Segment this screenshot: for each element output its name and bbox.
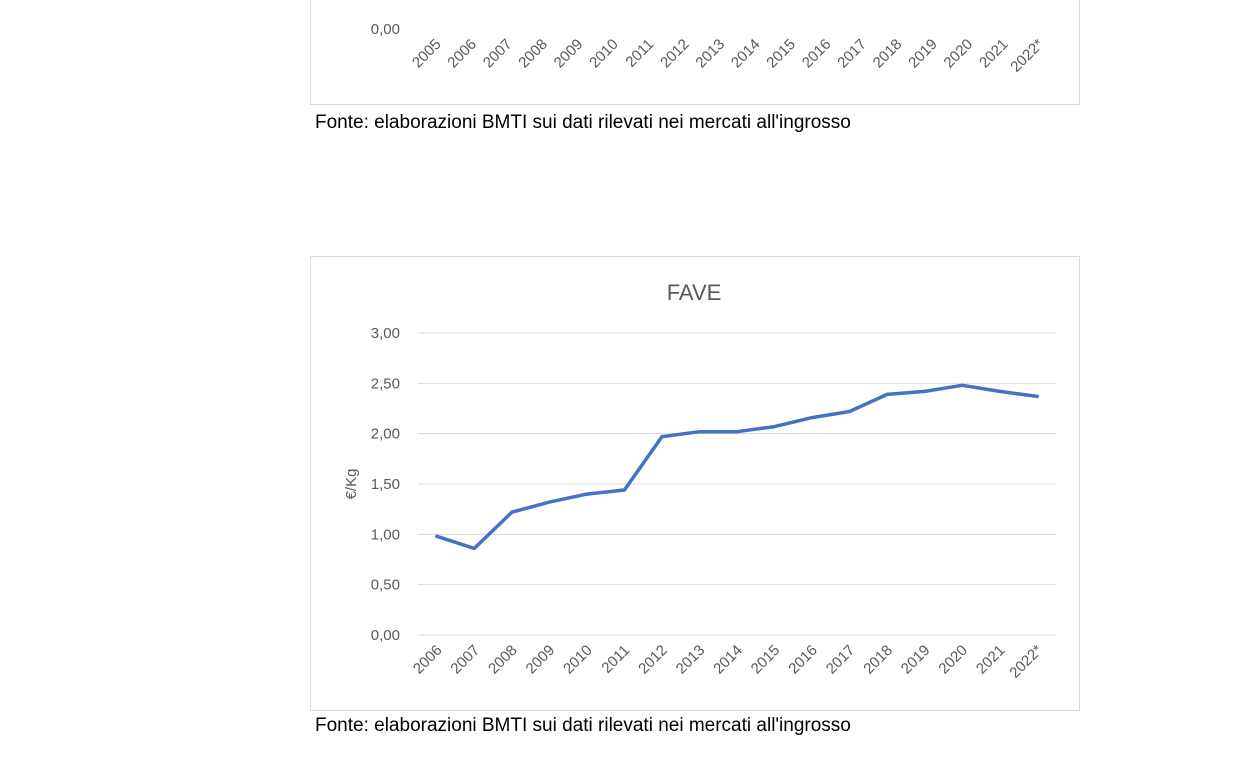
x-tick-label: 2006 <box>410 642 446 678</box>
x-tick-label: 2018 <box>860 642 896 678</box>
y-tick-label: 1,00 <box>371 526 400 543</box>
y-tick-label: 0,00 <box>371 627 400 644</box>
x-tick-label: 2016 <box>785 642 821 678</box>
x-tick-label: 2019 <box>898 642 934 678</box>
series-line <box>435 383 1039 551</box>
y-tick-label: 0,00 <box>371 21 400 38</box>
top-chart-source-caption: Fonte: elaborazioni BMTI sui dati rileva… <box>315 112 851 133</box>
y-tick-label: 2,00 <box>371 426 400 443</box>
x-tick-label: 2008 <box>485 642 521 678</box>
x-tick-label: 2020 <box>935 642 971 678</box>
x-tick-label: 2013 <box>673 642 709 678</box>
x-tick-label: 2011 <box>598 642 633 677</box>
x-tick-label: 2012 <box>635 642 671 678</box>
y-axis-label: €/Kg <box>343 469 360 500</box>
y-tick-label: 3,00 <box>371 325 400 342</box>
fave-chart: FAVE €/Kg 0,00 0,50 1,00 1,50 2,00 2,50 3,00 20… <box>343 280 1056 682</box>
x-tick-label: 2010 <box>560 642 596 678</box>
x-tick-label: 2021 <box>973 642 1009 678</box>
y-tick-label: 0,50 <box>371 577 400 594</box>
x-tick-label: 2015 <box>748 642 784 678</box>
x-tick-label: 2022* <box>1006 642 1046 682</box>
y-tick-label: 2,50 <box>371 375 400 392</box>
fave-chart-source-caption: Fonte: elaborazioni BMTI sui dati rileva… <box>315 715 851 736</box>
y-tick-label: 1,50 <box>371 476 400 493</box>
x-tick-label: 2017 <box>823 642 859 678</box>
x-tick-label: 2014 <box>710 642 746 678</box>
x-tick-label: 2009 <box>523 642 559 678</box>
chart-title: FAVE <box>667 280 722 305</box>
x-tick-label: 2007 <box>448 642 484 678</box>
top-chart-frame <box>310 0 1080 105</box>
